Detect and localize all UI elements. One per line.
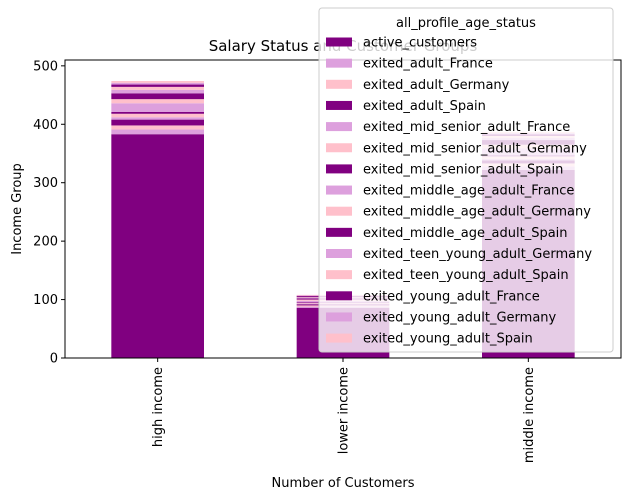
legend-swatch-exited-adult-spain bbox=[326, 100, 352, 110]
legend: all_profile_age_status active_customerse… bbox=[318, 7, 614, 353]
legend-label-exited-middle-age-adult-france: exited_middle_age_adult_France bbox=[363, 184, 574, 199]
legend-box bbox=[318, 7, 614, 353]
bar-high-income-exited-adult-germany bbox=[111, 125, 204, 130]
legend-label-exited-young-adult-spain: exited_young_adult_Spain bbox=[363, 332, 533, 347]
legend-label-exited-mid-senior-adult-spain: exited_mid_senior_adult_Spain bbox=[363, 162, 563, 177]
legend-swatch-exited-mid-senior-adult-germany bbox=[326, 143, 352, 153]
legend-swatch-exited-mid-senior-adult-spain bbox=[326, 164, 352, 174]
legend-swatch-exited-adult-germany bbox=[326, 79, 352, 89]
y-ticks: 0 100 200 300 400 500 bbox=[33, 59, 65, 367]
bar-high-income-exited-middle-age-adult-france bbox=[111, 103, 204, 113]
legend-label-exited-adult-spain: exited_adult_Spain bbox=[363, 99, 486, 114]
y-axis-label: Income Group bbox=[10, 163, 25, 255]
legend-label-active-customers: active_customers bbox=[363, 36, 477, 51]
legend-swatch-exited-middle-age-adult-france bbox=[326, 185, 352, 195]
legend-swatch-exited-young-adult-germany bbox=[326, 312, 352, 322]
legend-label-exited-adult-germany: exited_adult_Germany bbox=[363, 78, 510, 93]
y-tick-label: 400 bbox=[33, 118, 58, 133]
legend-label-exited-mid-senior-adult-germany: exited_mid_senior_adult_Germany bbox=[363, 141, 587, 156]
bar-high-income-exited-middle-age-adult-spain bbox=[111, 93, 204, 100]
bar-high-income-active-customers bbox=[111, 134, 204, 358]
legend-title: all_profile_age_status bbox=[396, 16, 536, 31]
legend-label-exited-young-adult-france: exited_young_adult_France bbox=[363, 289, 540, 304]
legend-swatch-exited-mid-senior-adult-france bbox=[326, 122, 352, 132]
bar-high-income-exited-young-adult-france bbox=[111, 84, 204, 87]
x-axis-label: Number of Customers bbox=[272, 476, 415, 491]
legend-items: active_customers exited_adult_Franceexite… bbox=[326, 36, 592, 347]
bar-high-income-exited-teen-young-adult-spain bbox=[111, 86, 204, 90]
y-tick-label: 100 bbox=[33, 293, 58, 308]
bar-high-income-exited-mid-senior-adult-spain bbox=[111, 112, 204, 114]
legend-label-exited-teen-young-adult-germany: exited_teen_young_adult_Germany bbox=[363, 247, 592, 262]
legend-label-exited-mid-senior-adult-france: exited_mid_senior_adult_France bbox=[363, 120, 570, 135]
legend-swatch-exited-teen-young-adult-spain bbox=[326, 270, 352, 280]
y-tick-label: 500 bbox=[33, 59, 58, 74]
y-tick-label: 0 bbox=[50, 352, 58, 367]
legend-swatch-exited-middle-age-adult-germany bbox=[326, 206, 352, 216]
legend-label-exited-teen-young-adult-spain: exited_teen_young_adult_Spain bbox=[363, 268, 569, 283]
bar-high-income-exited-young-adult-spain bbox=[111, 81, 204, 83]
legend-label-exited-middle-age-adult-germany: exited_middle_age_adult_Germany bbox=[363, 205, 591, 220]
legend-label-exited-middle-age-adult-spain: exited_middle_age_adult_Spain bbox=[363, 226, 568, 241]
bar-high-income-exited-adult-spain bbox=[111, 119, 204, 126]
bar-high-income-exited-teen-young-adult-germany bbox=[111, 89, 204, 94]
legend-swatch-exited-teen-young-adult-germany bbox=[326, 249, 352, 258]
y-tick-label: 200 bbox=[33, 235, 58, 250]
x-tick-label-middle-income: middle income bbox=[522, 367, 537, 463]
x-ticks: high income lower income middle income bbox=[151, 358, 537, 463]
bar-high-income-exited-mid-senior-adult-germany bbox=[111, 113, 204, 118]
legend-swatch-exited-young-adult-spain bbox=[326, 333, 352, 343]
legend-swatch-active-customers bbox=[326, 37, 352, 47]
legend-label-exited-adult-france: exited_adult_France bbox=[363, 57, 493, 72]
x-tick-label-high-income: high income bbox=[151, 367, 166, 447]
legend-swatch-exited-middle-age-adult-spain bbox=[326, 227, 352, 237]
bar-high-income-exited-young-adult-germany bbox=[111, 82, 204, 85]
y-tick-label: 300 bbox=[33, 176, 58, 191]
x-tick-label-lower-income: lower income bbox=[337, 367, 352, 454]
legend-swatch-exited-adult-france bbox=[326, 58, 352, 68]
bar-high-income-exited-mid-senior-adult-france bbox=[111, 117, 204, 120]
legend-label-exited-young-adult-germany: exited_young_adult_Germany bbox=[363, 310, 557, 325]
bar-high-income-exited-middle-age-adult-germany bbox=[111, 99, 204, 104]
bar-high-income-exited-adult-france bbox=[111, 129, 204, 135]
legend-swatch-exited-young-adult-france bbox=[326, 291, 352, 301]
